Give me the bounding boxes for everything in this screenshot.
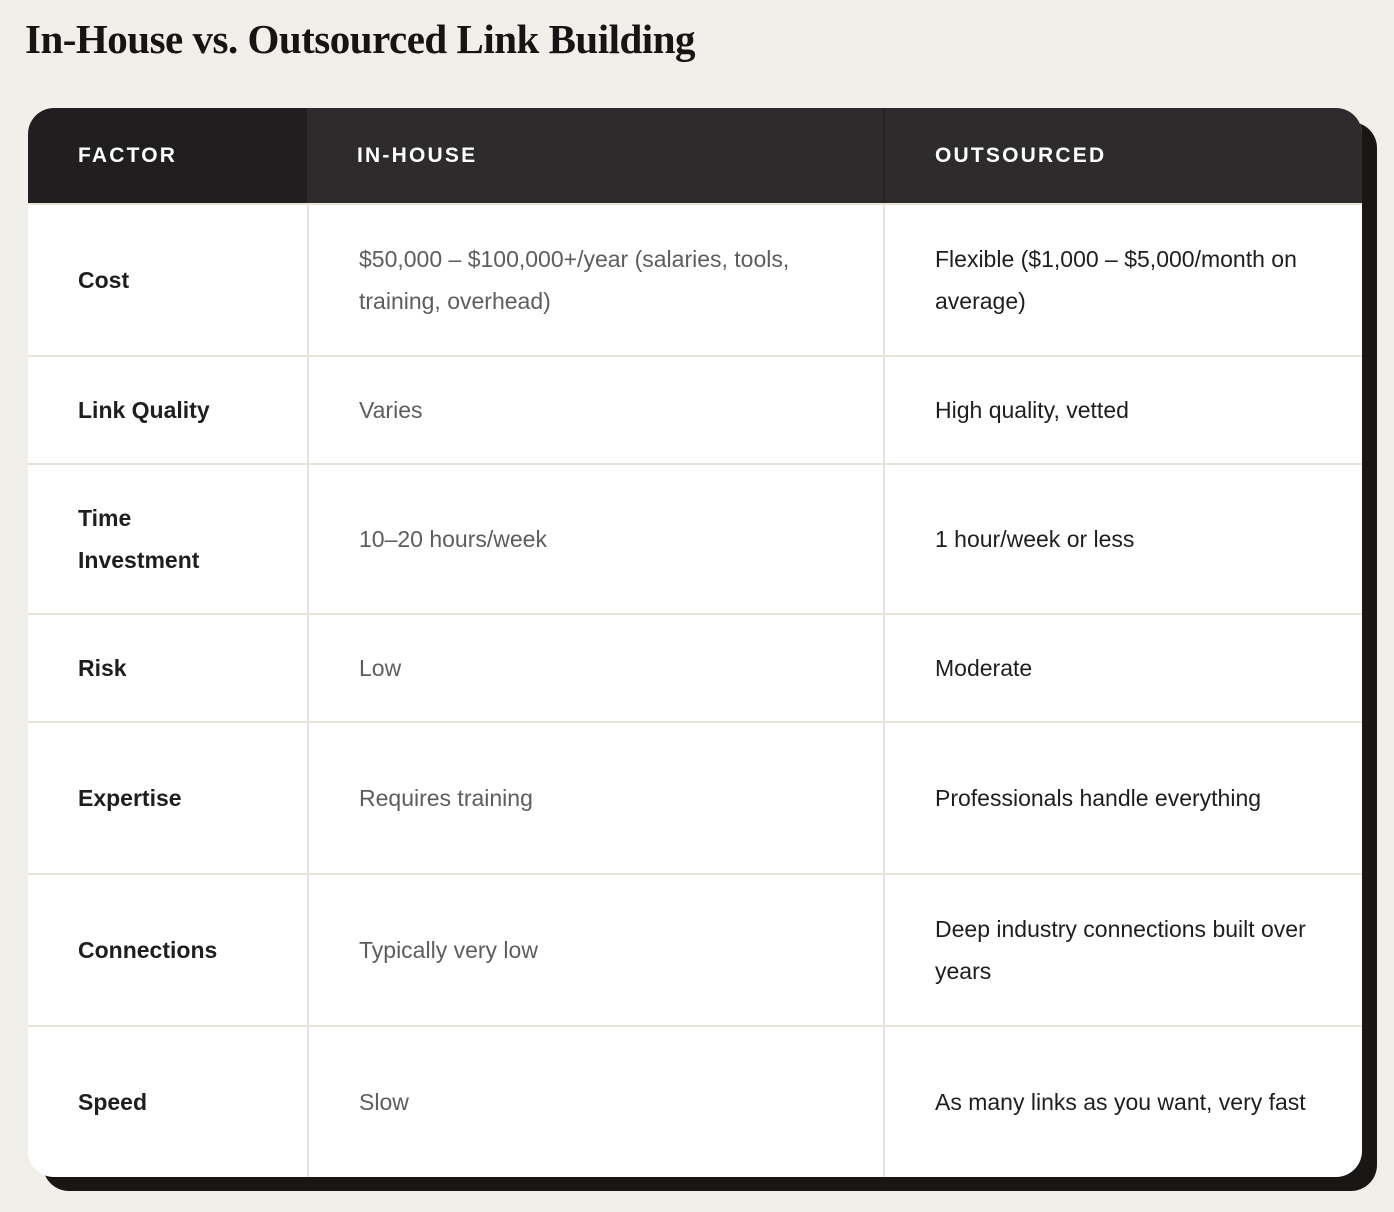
in-house-cell: Low: [307, 615, 883, 721]
outsourced-cell: Deep industry connections built over yea…: [883, 875, 1362, 1025]
column-header-in-house: IN-HOUSE: [307, 108, 883, 203]
table-row-link-quality: Link Quality Varies High quality, vetted: [28, 355, 1362, 463]
table-row-expertise: Expertise Requires training Professional…: [28, 721, 1362, 873]
factor-cell: Speed: [78, 1089, 148, 1115]
factor-cell: Risk: [78, 655, 127, 681]
in-house-cell: 10–20 hours/week: [307, 465, 883, 613]
factor-cell: Time Investment: [78, 505, 200, 573]
table-row-connections: Connections Typically very low Deep indu…: [28, 873, 1362, 1025]
table-row-speed: Speed Slow As many links as you want, ve…: [28, 1025, 1362, 1177]
factor-cell: Expertise: [78, 785, 182, 811]
column-header-outsourced: OUTSOURCED: [883, 108, 1362, 203]
table-header-row: FACTOR IN-HOUSE OUTSOURCED: [28, 108, 1362, 203]
in-house-cell: Typically very low: [307, 875, 883, 1025]
comparison-table: FACTOR IN-HOUSE OUTSOURCED Cost $50,000 …: [28, 108, 1362, 1177]
table-row-risk: Risk Low Moderate: [28, 613, 1362, 721]
factor-cell: Link Quality: [78, 397, 210, 423]
outsourced-cell: High quality, vetted: [883, 357, 1362, 463]
table-row-time-investment: Time Investment 10–20 hours/week 1 hour/…: [28, 463, 1362, 613]
outsourced-cell: Professionals handle everything: [883, 723, 1362, 873]
outsourced-cell: As many links as you want, very fast: [883, 1027, 1362, 1177]
column-header-factor: FACTOR: [28, 108, 307, 203]
in-house-cell: Requires training: [307, 723, 883, 873]
in-house-cell: Slow: [307, 1027, 883, 1177]
outsourced-cell: Flexible ($1,000 – $5,000/month on avera…: [883, 205, 1362, 355]
factor-cell: Cost: [78, 267, 130, 293]
in-house-cell: $50,000 – $100,000+/year (salaries, tool…: [307, 205, 883, 355]
outsourced-cell: 1 hour/week or less: [883, 465, 1362, 613]
factor-cell: Connections: [78, 937, 218, 963]
outsourced-cell: Moderate: [883, 615, 1362, 721]
table-row-cost: Cost $50,000 – $100,000+/year (salaries,…: [28, 203, 1362, 355]
page-title: In-House vs. Outsourced Link Building: [25, 16, 696, 62]
in-house-cell: Varies: [307, 357, 883, 463]
